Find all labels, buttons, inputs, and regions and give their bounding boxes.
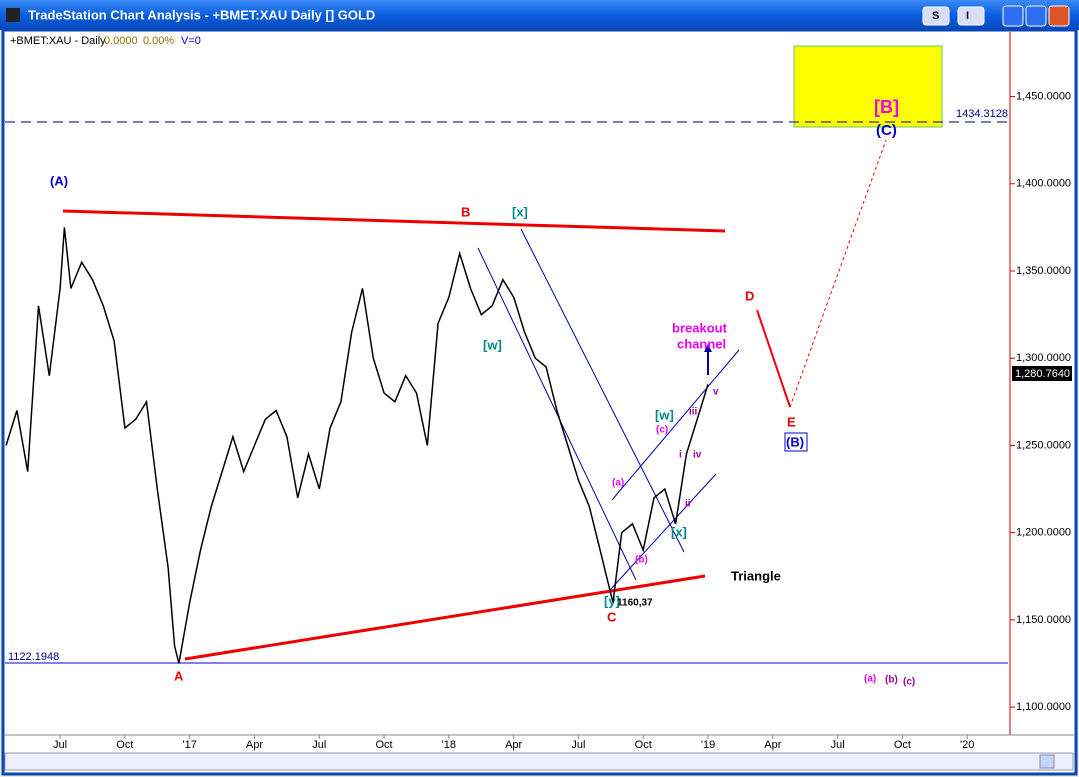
price-line xyxy=(5,227,709,664)
last-price-box xyxy=(1012,366,1072,381)
y-tick-label: 1,150.0000 xyxy=(1016,614,1071,626)
x-tick-label: Jul xyxy=(312,739,326,751)
annotation: (a) xyxy=(864,674,876,685)
i-button-label[interactable]: I xyxy=(966,10,969,22)
x-tick-label: Apr xyxy=(764,739,781,751)
y-tick-label: 1,200.0000 xyxy=(1016,527,1071,539)
annotation: [B] xyxy=(874,97,899,117)
app-icon xyxy=(6,8,20,22)
annotation: E xyxy=(787,414,796,429)
x-tick-label: Jul xyxy=(831,739,845,751)
annotation: breakout xyxy=(672,320,728,335)
annotation: [x] xyxy=(512,204,528,219)
x-tick-label: '20 xyxy=(960,739,974,751)
wave-d-e xyxy=(756,309,791,408)
y-tick-label: 1,100.0000 xyxy=(1016,701,1071,713)
annotation: (B) xyxy=(786,434,804,449)
annotation: [w] xyxy=(483,337,502,352)
window-title: TradeStation Chart Analysis - +BMET:XAU … xyxy=(28,7,375,22)
x-tick-label: Apr xyxy=(505,739,522,751)
annotation: [w] xyxy=(655,407,674,422)
last-price: 1,280.7640 xyxy=(1015,368,1070,380)
y-tick-label: 1,250.0000 xyxy=(1016,439,1071,451)
x-tick-label: Oct xyxy=(375,739,392,751)
triangle-bottom xyxy=(184,574,706,661)
s-button-label[interactable]: S xyxy=(932,10,939,22)
y-tick-label: 1,300.0000 xyxy=(1016,352,1071,364)
x-tick-label: Apr xyxy=(246,739,263,751)
triangle-top xyxy=(62,209,726,233)
price-label-box xyxy=(955,108,1008,121)
volume: V=0 xyxy=(181,35,201,47)
annotation-box xyxy=(784,432,808,452)
channel-line xyxy=(611,349,740,501)
minimize-button[interactable] xyxy=(1002,5,1024,27)
annotation: [x] xyxy=(671,524,687,539)
annotation: iv xyxy=(693,450,702,461)
x-tick-label: Oct xyxy=(116,739,133,751)
annotation: (b) xyxy=(885,675,898,686)
annotation: (A) xyxy=(50,173,68,188)
annotation: B xyxy=(461,204,470,219)
annotation: i xyxy=(679,450,682,461)
annotation: C xyxy=(607,609,617,624)
x-tick-label: Oct xyxy=(894,739,911,751)
s-button[interactable] xyxy=(922,6,950,26)
annotation: Triangle xyxy=(731,568,781,583)
channel-line xyxy=(609,473,717,591)
annotation: iii xyxy=(689,407,698,418)
x-tick-label: '18 xyxy=(442,739,456,751)
percent: 0.00% xyxy=(143,35,174,47)
wave-projection xyxy=(789,139,887,408)
change: 0.0000 xyxy=(104,35,138,47)
annotation: 1160,37 xyxy=(617,598,653,609)
price-label: 1122.1948 xyxy=(8,651,59,663)
annotation: ii xyxy=(685,499,691,510)
price-label: 1434.3128 xyxy=(956,108,1008,120)
x-tick-label: Oct xyxy=(635,739,652,751)
symbol: +BMET:XAU - Daily xyxy=(10,35,106,47)
x-tick-label: '17 xyxy=(182,739,196,751)
y-tick-label: 1,450.0000 xyxy=(1016,90,1071,102)
annotation: (C) xyxy=(876,122,897,139)
annotation: (c) xyxy=(903,677,915,688)
annotation: D xyxy=(745,288,754,303)
title-bar xyxy=(0,0,1079,30)
annotation: (c) xyxy=(656,425,668,436)
annotation: channel xyxy=(677,336,726,351)
annotation: A xyxy=(174,668,184,683)
close-button[interactable] xyxy=(1048,5,1070,27)
channel-line xyxy=(477,247,637,581)
annotation: v xyxy=(713,387,719,398)
scroll-thumb[interactable] xyxy=(1039,754,1055,769)
i-button[interactable] xyxy=(957,6,985,26)
arrow-head xyxy=(704,344,712,352)
y-tick-label: 1,400.0000 xyxy=(1016,178,1071,190)
target-zone xyxy=(793,45,943,128)
chart-frame xyxy=(1,28,1078,776)
annotation: (b) xyxy=(635,555,648,566)
x-tick-label: '19 xyxy=(701,739,715,751)
x-tick-label: Jul xyxy=(571,739,585,751)
channel-line xyxy=(520,228,685,553)
x-tick-label: Jul xyxy=(53,739,67,751)
scrollbar[interactable] xyxy=(4,752,1074,771)
annotation: (a) xyxy=(612,478,624,489)
maximize-button[interactable] xyxy=(1025,5,1047,27)
y-tick-label: 1,350.0000 xyxy=(1016,265,1071,277)
